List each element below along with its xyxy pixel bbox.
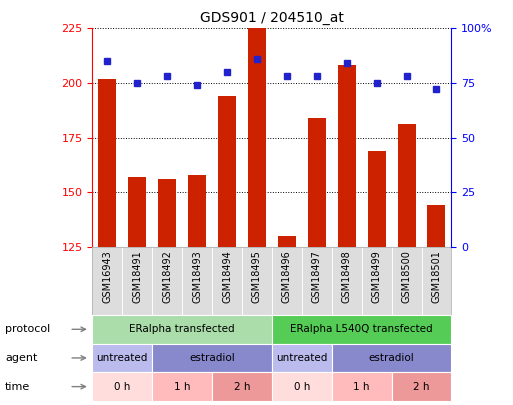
Bar xyxy=(272,315,451,343)
Bar xyxy=(152,343,272,372)
Text: 2 h: 2 h xyxy=(413,382,430,392)
Bar xyxy=(188,175,206,247)
Text: GSM16943: GSM16943 xyxy=(102,250,112,303)
Bar xyxy=(427,205,445,247)
Text: 0 h: 0 h xyxy=(114,382,130,392)
Text: GSM18494: GSM18494 xyxy=(222,250,232,303)
Text: GSM18499: GSM18499 xyxy=(371,250,382,303)
Bar xyxy=(368,151,386,247)
Text: estradiol: estradiol xyxy=(189,353,235,363)
Bar xyxy=(92,372,152,401)
Bar xyxy=(338,66,356,247)
Bar xyxy=(278,236,296,247)
Text: protocol: protocol xyxy=(5,324,50,334)
Bar xyxy=(332,343,451,372)
Bar xyxy=(158,179,176,247)
Bar xyxy=(391,372,451,401)
Text: GSM18497: GSM18497 xyxy=(312,250,322,303)
Text: untreated: untreated xyxy=(276,353,327,363)
Bar xyxy=(98,79,116,247)
Bar xyxy=(212,372,272,401)
Bar xyxy=(272,343,332,372)
Text: 2 h: 2 h xyxy=(234,382,250,392)
Bar xyxy=(398,124,416,247)
Title: GDS901 / 204510_at: GDS901 / 204510_at xyxy=(200,11,344,25)
Bar xyxy=(92,315,272,343)
Bar xyxy=(92,343,152,372)
Bar xyxy=(272,372,332,401)
Text: ERalpha transfected: ERalpha transfected xyxy=(129,324,235,334)
Text: 1 h: 1 h xyxy=(353,382,370,392)
Bar xyxy=(308,118,326,247)
Text: GSM18493: GSM18493 xyxy=(192,250,202,303)
Bar xyxy=(152,372,212,401)
Text: estradiol: estradiol xyxy=(369,353,415,363)
Text: time: time xyxy=(5,382,30,392)
Text: 1 h: 1 h xyxy=(174,382,190,392)
Text: untreated: untreated xyxy=(96,353,148,363)
Text: ERalpha L540Q transfected: ERalpha L540Q transfected xyxy=(290,324,433,334)
Text: GSM18492: GSM18492 xyxy=(162,250,172,303)
Text: GSM18498: GSM18498 xyxy=(342,250,352,303)
Text: GSM18496: GSM18496 xyxy=(282,250,292,303)
Bar xyxy=(218,96,236,247)
Text: GSM18500: GSM18500 xyxy=(402,250,411,303)
Text: 0 h: 0 h xyxy=(293,382,310,392)
Text: GSM18491: GSM18491 xyxy=(132,250,142,303)
Text: GSM18501: GSM18501 xyxy=(431,250,442,303)
Text: GSM18495: GSM18495 xyxy=(252,250,262,303)
Bar xyxy=(332,372,391,401)
Bar xyxy=(128,177,146,247)
Bar xyxy=(248,26,266,247)
Text: agent: agent xyxy=(5,353,37,363)
